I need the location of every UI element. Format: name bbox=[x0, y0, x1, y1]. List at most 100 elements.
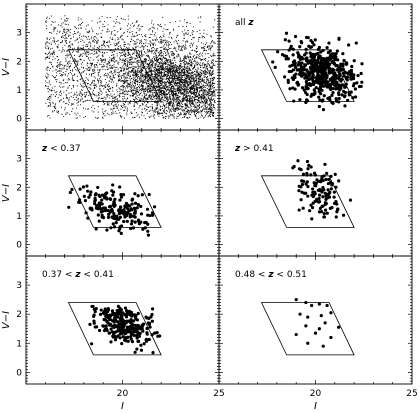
data-point bbox=[71, 73, 73, 75]
data-point bbox=[194, 59, 196, 61]
data-point bbox=[170, 80, 172, 82]
data-point bbox=[46, 41, 48, 43]
data-point bbox=[208, 57, 210, 59]
data-point bbox=[195, 82, 197, 84]
data-point bbox=[196, 64, 198, 66]
data-point bbox=[139, 72, 141, 74]
data-point bbox=[137, 83, 139, 85]
data-point bbox=[178, 108, 180, 110]
data-point bbox=[58, 85, 60, 87]
data-point bbox=[122, 87, 124, 89]
data-point bbox=[172, 104, 174, 106]
data-point bbox=[82, 71, 84, 73]
data-point bbox=[192, 33, 194, 36]
data-point bbox=[60, 86, 62, 88]
data-point bbox=[73, 58, 75, 60]
data-point bbox=[49, 103, 52, 105]
data-point bbox=[173, 41, 175, 43]
data-point bbox=[198, 87, 200, 89]
data-point bbox=[210, 62, 212, 64]
data-point bbox=[185, 90, 187, 92]
data-point bbox=[48, 42, 50, 45]
data-point bbox=[156, 85, 158, 87]
data-point bbox=[131, 91, 133, 93]
data-point bbox=[106, 88, 108, 90]
data-point bbox=[190, 88, 192, 90]
data-point bbox=[65, 54, 67, 56]
data-point bbox=[134, 82, 136, 85]
data-point bbox=[78, 46, 80, 48]
data-point bbox=[123, 117, 125, 119]
data-point bbox=[186, 99, 188, 101]
data-point bbox=[104, 61, 106, 63]
data-point bbox=[174, 88, 176, 90]
data-point bbox=[133, 84, 135, 87]
data-point bbox=[152, 81, 154, 84]
data-point bbox=[140, 53, 143, 55]
data-point bbox=[132, 89, 134, 91]
data-point bbox=[149, 59, 151, 61]
data-point bbox=[106, 65, 108, 67]
data-point bbox=[179, 85, 181, 87]
data-point bbox=[187, 92, 189, 94]
data-point bbox=[177, 104, 179, 106]
data-point bbox=[66, 37, 68, 39]
data-point bbox=[133, 82, 136, 84]
data-point bbox=[185, 48, 187, 50]
data-point bbox=[135, 20, 138, 22]
data-point bbox=[117, 102, 119, 104]
data-point bbox=[152, 89, 154, 91]
data-point bbox=[182, 58, 185, 60]
data-point bbox=[168, 77, 170, 79]
data-point bbox=[196, 70, 198, 73]
data-point bbox=[209, 90, 211, 92]
data-point bbox=[157, 112, 159, 114]
data-point bbox=[176, 117, 178, 119]
data-point bbox=[153, 28, 155, 30]
data-point bbox=[201, 115, 204, 117]
data-point bbox=[133, 35, 135, 37]
data-point bbox=[68, 92, 70, 94]
data-point bbox=[167, 73, 169, 75]
data-point bbox=[130, 41, 132, 43]
data-point bbox=[141, 86, 144, 88]
data-point bbox=[169, 69, 171, 72]
data-point bbox=[116, 66, 118, 68]
data-point bbox=[203, 95, 205, 97]
data-point bbox=[132, 47, 134, 49]
data-point bbox=[107, 94, 109, 96]
data-point bbox=[214, 108, 216, 110]
data-point bbox=[182, 106, 184, 108]
data-point bbox=[90, 73, 92, 75]
data-point bbox=[71, 77, 74, 79]
data-point bbox=[65, 39, 67, 42]
data-point bbox=[114, 48, 116, 50]
data-point bbox=[107, 74, 109, 76]
data-point bbox=[142, 60, 144, 62]
data-point bbox=[102, 43, 104, 45]
data-point bbox=[154, 102, 156, 104]
data-point bbox=[168, 36, 170, 38]
data-point bbox=[200, 83, 203, 85]
data-point bbox=[102, 66, 104, 68]
data-point bbox=[74, 60, 76, 62]
data-point bbox=[186, 96, 188, 98]
data-point bbox=[150, 74, 152, 76]
data-point bbox=[114, 61, 116, 63]
data-point bbox=[175, 109, 177, 111]
data-point bbox=[210, 93, 212, 95]
data-point bbox=[69, 72, 71, 74]
data-point bbox=[132, 78, 134, 80]
data-point bbox=[128, 61, 131, 64]
data-point bbox=[166, 60, 168, 62]
data-point bbox=[204, 99, 206, 101]
data-point bbox=[198, 57, 200, 59]
data-point bbox=[87, 79, 89, 81]
data-point bbox=[95, 51, 97, 53]
data-point bbox=[102, 116, 104, 118]
data-point bbox=[80, 100, 82, 102]
data-point bbox=[118, 41, 120, 43]
data-point bbox=[134, 69, 136, 71]
data-point bbox=[185, 47, 187, 49]
data-point bbox=[173, 100, 175, 102]
